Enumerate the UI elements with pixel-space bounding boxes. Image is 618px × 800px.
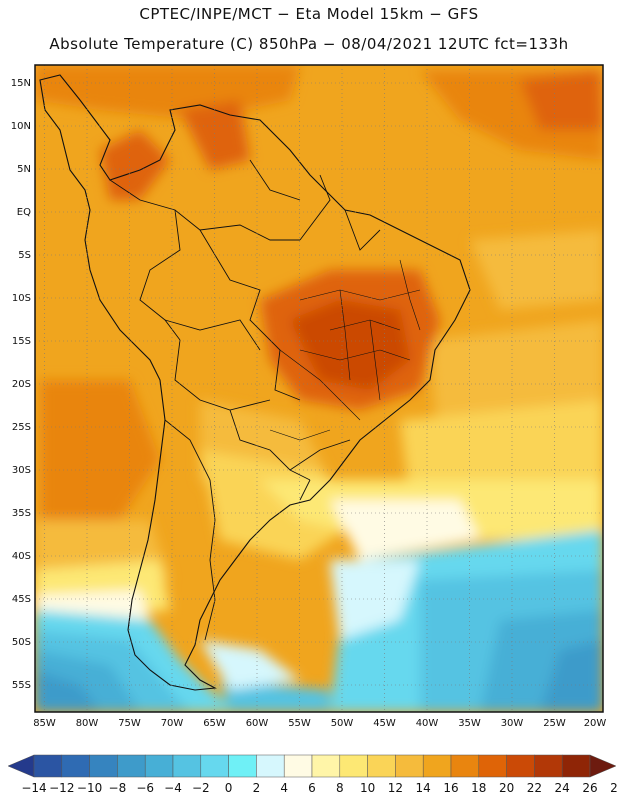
colorbar-label: 10 bbox=[360, 781, 375, 795]
colorbar-swatch bbox=[367, 754, 396, 778]
colorbar-label: 16 bbox=[443, 781, 458, 795]
country-borders bbox=[109, 159, 381, 641]
colorbar-swatch bbox=[144, 754, 174, 778]
colorbar-label: 8 bbox=[336, 781, 344, 795]
lat-label: 5N bbox=[17, 164, 31, 175]
lon-label: 40W bbox=[416, 718, 439, 729]
colorbar: −14 −12 −10 −8 −6 −4 −2 0 2 4 6 8 10 12 14 16 18 20 22 24 26… bbox=[7, 754, 618, 795]
lat-label: 25S bbox=[12, 422, 31, 433]
colorbar-label: −10 bbox=[77, 781, 102, 795]
colorbar-swatch bbox=[89, 754, 118, 778]
colorbar-swatch bbox=[33, 754, 63, 778]
colorbar-label: 12 bbox=[388, 781, 403, 795]
latitude-labels: 15N 10N 5N EQ 5S 10S 15S 20S 25S 30S 35S… bbox=[11, 78, 31, 691]
colorbar-swatch bbox=[395, 754, 424, 778]
colorbar-swatch bbox=[534, 754, 563, 778]
continent-outline bbox=[39, 74, 471, 691]
lat-label: 10N bbox=[11, 121, 31, 132]
lat-label: 35S bbox=[12, 508, 31, 519]
colorbar-swatch bbox=[339, 754, 368, 778]
colorbar-label: −6 bbox=[136, 781, 154, 795]
colorbar-swatch bbox=[311, 754, 341, 778]
lon-label: 55W bbox=[288, 718, 311, 729]
colorbar-label: −8 bbox=[109, 781, 127, 795]
colorbar-label: −2 bbox=[192, 781, 210, 795]
grid-lines bbox=[35, 65, 603, 712]
colorbar-arrow-left bbox=[7, 754, 35, 778]
lat-label: 50S bbox=[12, 637, 31, 648]
lon-label: 45W bbox=[373, 718, 396, 729]
lat-label: 5S bbox=[18, 250, 31, 261]
chart-title-line-2: Absolute Temperature (C) 850hPa − 08/04/… bbox=[49, 35, 569, 53]
colorbar-labels: −14 −12 −10 −8 −6 −4 −2 0 2 4 6 8 10 12 14 16 18 20 22 24 26… bbox=[21, 781, 618, 795]
chart-title-line-1: CPTEC/INPE/MCT − Eta Model 15km − GFS bbox=[139, 5, 479, 23]
lat-label: 10S bbox=[12, 293, 31, 304]
lon-label: 75W bbox=[118, 718, 141, 729]
state-borders bbox=[269, 259, 421, 441]
colorbar-label: −14 bbox=[21, 781, 46, 795]
colorbar-swatch bbox=[61, 754, 90, 778]
colorbar-label: 22 bbox=[527, 781, 542, 795]
lat-label: 15S bbox=[12, 336, 31, 347]
colorbar-label: 24 bbox=[555, 781, 570, 795]
colorbar-swatch bbox=[228, 754, 257, 778]
colorbar-swatch bbox=[561, 754, 591, 778]
colorbar-swatch bbox=[478, 754, 507, 778]
colorbar-label: 28 bbox=[610, 781, 618, 795]
lon-label: 60W bbox=[246, 718, 269, 729]
colorbar-swatch bbox=[422, 754, 452, 778]
colorbar-swatch bbox=[172, 754, 202, 778]
longitude-labels: 85W 80W 75W 70W 65W 60W 55W 50W 45W 40W … bbox=[33, 718, 606, 729]
lon-label: 30W bbox=[501, 718, 524, 729]
lon-label: 70W bbox=[161, 718, 184, 729]
lon-label: 35W bbox=[458, 718, 481, 729]
lon-label: 50W bbox=[331, 718, 354, 729]
lat-label: 15N bbox=[11, 78, 31, 89]
colorbar-arrow-right bbox=[589, 754, 617, 778]
lat-label: EQ bbox=[17, 207, 31, 218]
lat-label: 45S bbox=[12, 594, 31, 605]
lon-label: 25W bbox=[543, 718, 566, 729]
map-frame bbox=[34, 64, 604, 713]
colorbar-label: 4 bbox=[280, 781, 288, 795]
colorbar-swatch bbox=[117, 754, 146, 778]
colorbar-label: 14 bbox=[416, 781, 431, 795]
colorbar-label: −4 bbox=[164, 781, 182, 795]
colorbar-label: −12 bbox=[49, 781, 74, 795]
colorbar-label: 20 bbox=[499, 781, 514, 795]
colorbar-swatch bbox=[450, 754, 480, 778]
colorbar-label: 0 bbox=[225, 781, 233, 795]
lat-label: 20S bbox=[12, 379, 31, 390]
lon-label: 20W bbox=[584, 718, 607, 729]
lat-label: 55S bbox=[12, 680, 31, 691]
lon-label: 80W bbox=[76, 718, 99, 729]
colorbar-swatch bbox=[506, 754, 535, 778]
colorbar-label: 6 bbox=[308, 781, 316, 795]
colorbar-swatches bbox=[7, 754, 617, 778]
colorbar-label: 2 bbox=[253, 781, 261, 795]
colorbar-label: 18 bbox=[471, 781, 486, 795]
lat-label: 30S bbox=[12, 465, 31, 476]
temperature-field bbox=[35, 65, 603, 712]
lon-label: 65W bbox=[203, 718, 226, 729]
temperature-map: 15N 10N 5N EQ 5S 10S 15S 20S 25S 30S 35S… bbox=[11, 64, 606, 729]
colorbar-swatch bbox=[283, 754, 313, 778]
lon-label: 85W bbox=[33, 718, 56, 729]
colorbar-label: 26 bbox=[582, 781, 597, 795]
colorbar-swatch bbox=[200, 754, 229, 778]
colorbar-swatch bbox=[256, 754, 285, 778]
lat-label: 40S bbox=[12, 551, 31, 562]
